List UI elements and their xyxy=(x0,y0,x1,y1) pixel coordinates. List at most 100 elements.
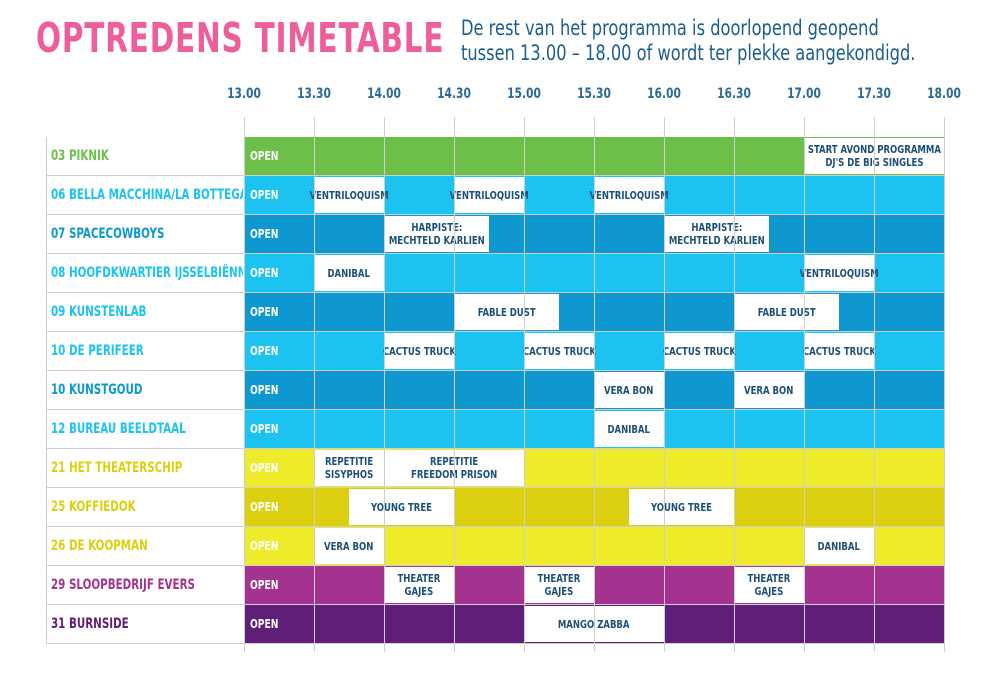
time-tick: 16.00 xyxy=(647,86,681,102)
venue-label: 07 SPACECOWBOYS xyxy=(46,215,243,253)
time-slot-cell xyxy=(734,176,804,214)
time-slot-cell xyxy=(384,293,454,331)
open-label: OPEN xyxy=(250,539,279,553)
time-slot-cell xyxy=(734,332,804,370)
time-slot-cell xyxy=(314,332,384,370)
performance-block: VENTRILOQUISM xyxy=(449,177,529,213)
performance-block: VERA BON xyxy=(594,372,664,408)
venue-label: 26 DE KOOPMAN xyxy=(46,527,243,565)
performance-block: YOUNG TREE xyxy=(629,489,734,525)
time-slot-cell xyxy=(454,371,524,409)
time-slot-cell xyxy=(524,527,594,565)
time-gridline xyxy=(314,117,315,652)
performance-block: DANIBAL xyxy=(314,255,384,291)
time-slot-cell xyxy=(594,293,664,331)
time-slot-cell xyxy=(454,527,524,565)
performance-block: VENTRILOQUISM xyxy=(309,177,389,213)
time-slot-cell xyxy=(874,605,945,643)
venue-label: 31 BURNSIDE xyxy=(46,605,243,643)
schedule-row: 03 PIKNIK OPEN START AVOND PROGRAMMA DJ'S D… xyxy=(46,137,945,176)
time-slot-cell xyxy=(594,449,664,487)
time-slot-cell xyxy=(524,176,594,214)
time-slot-cell xyxy=(594,137,664,175)
time-slot-cell xyxy=(524,254,594,292)
time-slot-cell xyxy=(384,176,454,214)
time-slot-cell xyxy=(314,215,384,253)
time-slot-cell xyxy=(874,371,945,409)
performance-block: CACTUS TRUCK xyxy=(663,333,736,369)
venue-label: 06 BELLA MACCHINA/LA BOTTEGA xyxy=(46,176,243,214)
time-slot-cell xyxy=(454,254,524,292)
time-tick: 15.30 xyxy=(577,86,611,102)
time-axis: 13.00 13.30 14.00 14.30 15.00 15.30 16.00 16.30… xyxy=(0,86,1000,108)
time-slot-cell xyxy=(594,527,664,565)
time-slot-cell xyxy=(734,527,804,565)
time-slot-cell xyxy=(664,605,734,643)
time-slot-cell xyxy=(244,176,314,214)
time-slot-cell xyxy=(314,293,384,331)
performance-block: FABLE DUST xyxy=(454,294,559,330)
schedule-row: 12 BUREAU BEELDTAAL OPEN DANIBAL xyxy=(46,410,945,449)
time-slot-cell xyxy=(874,176,945,214)
time-slot-cell xyxy=(874,410,945,448)
time-slot-cell xyxy=(804,371,874,409)
time-slot-cell xyxy=(524,371,594,409)
time-slot-cell xyxy=(384,527,454,565)
page-title: OPTREDENS TIMETABLE xyxy=(36,14,445,62)
time-gridline xyxy=(454,117,455,652)
open-label: OPEN xyxy=(250,422,279,436)
time-slot-cell xyxy=(734,410,804,448)
performance-block: THEATER GAJES xyxy=(734,567,804,603)
time-slot-cell xyxy=(314,605,384,643)
schedule-row: 10 DE PERIFEER OPEN CACTUS TRUCK CACTUS TRU… xyxy=(46,332,945,371)
time-slot-cell xyxy=(734,254,804,292)
performance-block: VERA BON xyxy=(734,372,804,408)
time-slot-cell xyxy=(314,371,384,409)
venue-label: 10 DE PERIFEER xyxy=(46,332,243,370)
performance-block: FABLE DUST xyxy=(734,294,839,330)
performance-block: YOUNG TREE xyxy=(349,489,454,525)
time-slot-cell xyxy=(384,371,454,409)
open-label: OPEN xyxy=(250,383,279,397)
time-tick: 15.00 xyxy=(507,86,541,102)
schedule-row: 25 KOFFIEDOK OPEN YOUNG TREE YOUNG TREE xyxy=(46,488,945,527)
time-gridline xyxy=(244,117,245,652)
time-slot-cell xyxy=(594,566,664,604)
time-slot-cell xyxy=(804,176,874,214)
time-slot-cell xyxy=(664,371,734,409)
time-slot-cell xyxy=(664,410,734,448)
time-slot-cell xyxy=(734,449,804,487)
time-slot-cell xyxy=(384,605,454,643)
time-slot-cell xyxy=(244,332,314,370)
time-slot-cell xyxy=(454,566,524,604)
venue-label: 29 SLOOPBEDRIJF EVERS xyxy=(46,566,243,604)
time-slot-cell xyxy=(664,254,734,292)
time-slot-cell xyxy=(244,215,314,253)
time-slot-cell xyxy=(734,605,804,643)
time-slot-cell xyxy=(454,332,524,370)
time-slot-cell xyxy=(594,215,664,253)
time-tick: 17.30 xyxy=(857,86,891,102)
time-slot-cell xyxy=(874,293,945,331)
open-label: OPEN xyxy=(250,617,279,631)
time-slot-cell xyxy=(874,254,945,292)
time-slot-cell xyxy=(524,215,594,253)
open-label: OPEN xyxy=(250,305,279,319)
schedule-row: 21 HET THEATERSCHIP OPEN REPETITIE SISYPHOS… xyxy=(46,449,945,488)
performance-block: DANIBAL xyxy=(594,411,664,447)
time-slot-cell xyxy=(734,488,804,526)
time-gridline xyxy=(594,117,595,652)
schedule-row: 29 SLOOPBEDRIJF EVERS OPEN THEATER GAJES THE… xyxy=(46,566,945,605)
time-slot-cell xyxy=(804,488,874,526)
time-tick: 16.30 xyxy=(717,86,751,102)
time-slot-cell xyxy=(524,449,594,487)
time-gridline xyxy=(524,117,525,652)
performance-block: CACTUS TRUCK xyxy=(383,333,456,369)
time-slot-cell xyxy=(874,332,945,370)
performance-block: CACTUS TRUCK xyxy=(523,333,596,369)
time-slot-cell xyxy=(874,566,945,604)
time-slot-cell xyxy=(664,449,734,487)
time-slot-cell xyxy=(454,410,524,448)
time-slot-cell xyxy=(804,449,874,487)
venue-label: 12 BUREAU BEELDTAAL xyxy=(46,410,243,448)
